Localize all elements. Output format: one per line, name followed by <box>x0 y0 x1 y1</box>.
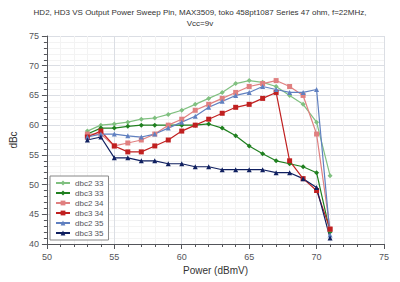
svg-text:dBc: dBc <box>8 131 19 148</box>
svg-text:HD2, HD3 VS Output Power Sweep: HD2, HD3 VS Output Power Sweep Pin, MAX3… <box>34 8 367 17</box>
svg-text:dbc3 33: dbc3 33 <box>75 189 104 198</box>
svg-text:Vcc=9v: Vcc=9v <box>187 19 213 28</box>
svg-text:65: 65 <box>244 252 254 262</box>
svg-text:45: 45 <box>29 209 39 219</box>
svg-text:dbc2 34: dbc2 34 <box>75 199 104 208</box>
svg-text:60: 60 <box>29 120 39 130</box>
svg-text:70: 70 <box>29 61 39 71</box>
svg-text:60: 60 <box>177 252 187 262</box>
svg-text:55: 55 <box>29 150 39 160</box>
svg-text:40: 40 <box>29 239 39 249</box>
svg-text:55: 55 <box>109 252 119 262</box>
svg-text:dbc3 34: dbc3 34 <box>75 209 104 218</box>
svg-text:dbc2 33: dbc2 33 <box>75 179 104 188</box>
svg-text:dbc3 35: dbc3 35 <box>75 229 104 238</box>
svg-text:50: 50 <box>42 252 52 262</box>
svg-text:dbc2 35: dbc2 35 <box>75 219 104 228</box>
svg-text:75: 75 <box>379 252 389 262</box>
svg-text:Power (dBmV): Power (dBmV) <box>183 265 248 276</box>
svg-text:65: 65 <box>29 90 39 100</box>
svg-text:50: 50 <box>29 180 39 190</box>
svg-text:70: 70 <box>312 252 322 262</box>
svg-text:75: 75 <box>29 31 39 41</box>
